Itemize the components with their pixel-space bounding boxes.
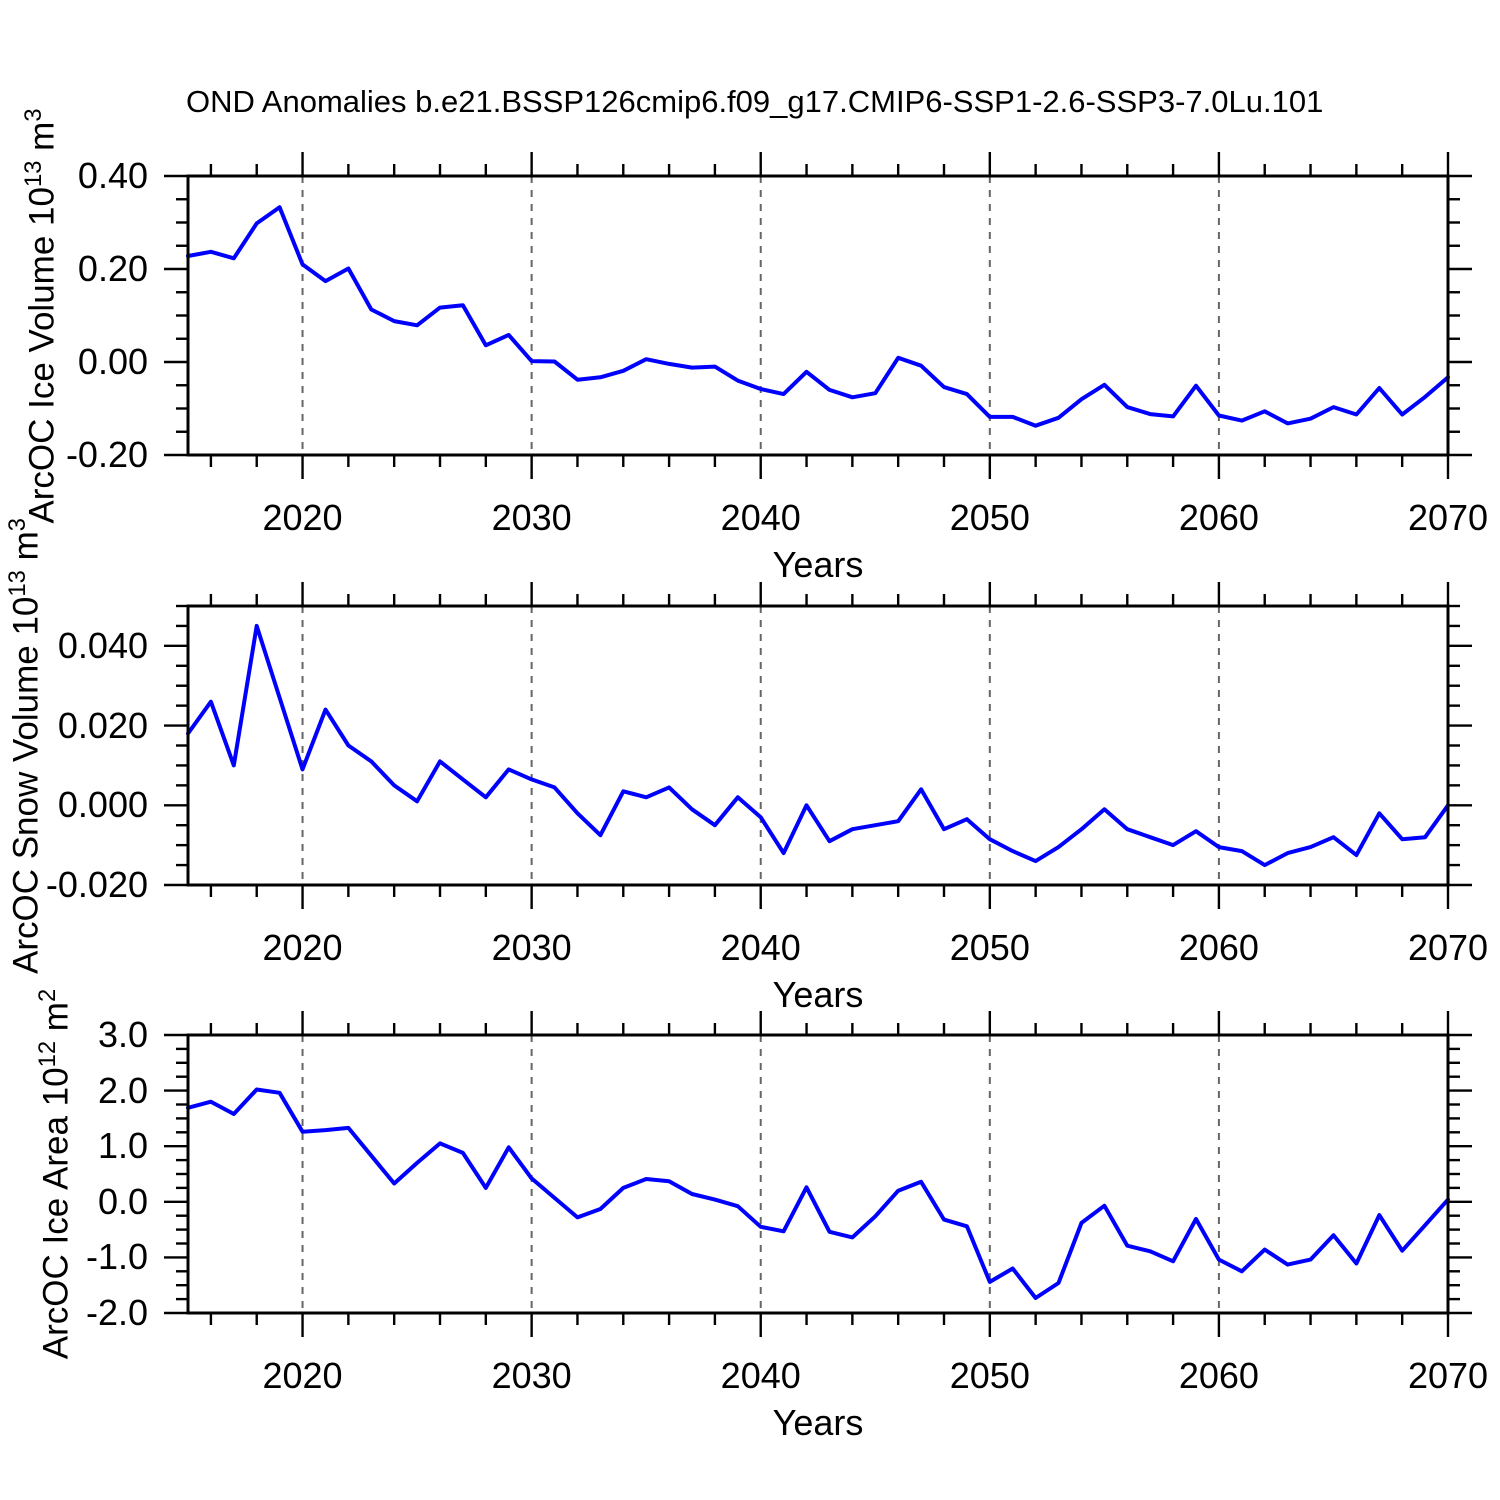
arcoc-ice-area-xtick-label: 2020 xyxy=(262,1355,343,1396)
arcoc-ice-volume-ytick-label: 0.00 xyxy=(77,341,148,382)
arcoc-ice-area-frame xyxy=(186,1033,1450,1315)
arcoc-ice-volume-ytick-label: 0.40 xyxy=(77,155,148,196)
arcoc-snow-volume-frame xyxy=(186,604,1450,887)
arcoc-ice-area-ytick-label: 3.0 xyxy=(97,1014,148,1055)
arcoc-ice-area-ytick-label: 0.0 xyxy=(97,1180,148,1222)
arcoc-ice-area-xtick-label: 2060 xyxy=(1178,1355,1259,1396)
arcoc-snow-volume-xtick-label: 2040 xyxy=(720,927,801,968)
arcoc-ice-volume-ytick-label: 0.20 xyxy=(77,248,148,289)
arcoc-snow-volume-xtick-label: 2020 xyxy=(262,927,343,968)
y-axis-title-unit: m xyxy=(22,121,62,161)
arcoc-ice-area-ytick-label: -1.0 xyxy=(85,1236,148,1278)
arcoc-ice-volume-ytick-label: -0.20 xyxy=(65,434,148,475)
y-axis-title-exponent: 13 xyxy=(4,569,31,597)
x-axis-label-chart1: Years xyxy=(772,544,864,585)
arcoc-ice-area-xtick-label: 2030 xyxy=(491,1355,572,1396)
arcoc-ice-volume-line xyxy=(186,205,1450,428)
y-axis-title-unit-exponent: 3 xyxy=(20,107,47,122)
arcoc-snow-volume-ytick-label: 0.000 xyxy=(57,784,148,826)
arcoc-snow-volume-ytick-label: -0.020 xyxy=(45,864,148,905)
arcoc-snow-volume-xtick-label: 2030 xyxy=(491,927,572,968)
arcoc-ice-volume-xtick-label: 2050 xyxy=(949,497,1030,538)
arcoc-snow-volume-line xyxy=(186,623,1450,868)
arcoc-ice-volume-xtick-label: 2060 xyxy=(1178,497,1259,538)
x-axis-label-chart2: Years xyxy=(772,974,864,1015)
arcoc-ice-volume-xtick-label: 2020 xyxy=(262,497,343,538)
x-axis-label-chart3: Years xyxy=(772,1402,864,1443)
arcoc-snow-volume-xtick-label: 2050 xyxy=(949,927,1030,968)
y-axis-title-unit: m xyxy=(6,530,46,570)
arcoc-snow-volume-ytick-label: 0.020 xyxy=(57,704,148,746)
arcoc-ice-area-xtick-label: 2070 xyxy=(1407,1355,1489,1396)
y-axis-title-unit-exponent: 2 xyxy=(34,988,61,1003)
arcoc-ice-area-ytick-label: 2.0 xyxy=(97,1069,148,1111)
arcoc-ice-area-ytick-label: -2.0 xyxy=(85,1292,148,1333)
arcoc-snow-volume-ytick-label: 0.040 xyxy=(57,624,148,666)
y-axis-title-unit-exponent: 3 xyxy=(4,517,31,531)
y-axis-title-ice-area: ArcOC Ice Area 1012 m2 xyxy=(26,944,76,1404)
arcoc-ice-area-xtick-label: 2050 xyxy=(949,1355,1030,1396)
arcoc-ice-volume-xtick-label: 2070 xyxy=(1407,497,1489,538)
arcoc-ice-area-xtick-label: 2040 xyxy=(720,1355,801,1396)
figure-title: OND Anomalies b.e21.BSSP126cmip6.f09_g17… xyxy=(186,84,1324,119)
arcoc-ice-area-ytick-label: 1.0 xyxy=(97,1125,148,1167)
arcoc-ice-volume-xtick-label: 2040 xyxy=(720,497,801,538)
arcoc-snow-volume-xtick-label: 2070 xyxy=(1407,927,1489,968)
arcoc-snow-volume-xtick-label: 2060 xyxy=(1178,927,1259,968)
arcoc-ice-area-line xyxy=(186,1087,1450,1300)
y-axis-title-ice-volume: ArcOC Ice Volume 1013 m3 xyxy=(12,86,62,546)
arcoc-ice-volume-xtick-label: 2030 xyxy=(491,497,572,538)
